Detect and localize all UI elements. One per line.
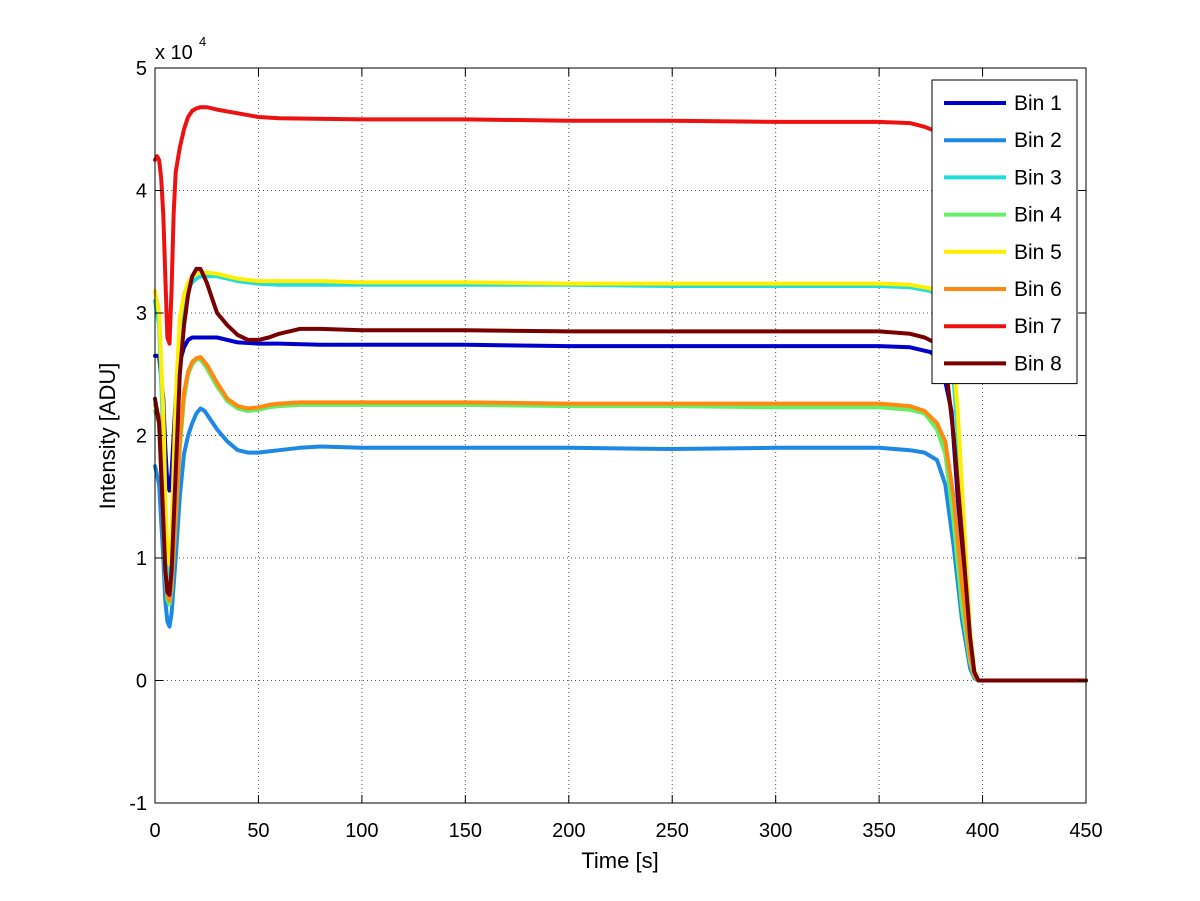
x-tick-label: 150: [449, 820, 482, 842]
legend-label: Bin 3: [1014, 166, 1062, 189]
y-axis-exponent-base: x 10: [155, 42, 193, 64]
x-axis-ticks: 0 50 100 150 200 250 300 350 400 450: [149, 68, 1103, 842]
legend-label: Bin 1: [1014, 92, 1062, 115]
x-tick-label: 400: [966, 820, 999, 842]
y-tick-label: 2: [136, 426, 147, 448]
x-tick-label: 100: [345, 820, 378, 842]
x-tick-label: 350: [862, 820, 895, 842]
series-line-bin-7: [153, 105, 956, 346]
legend-label: Bin 6: [1014, 278, 1062, 301]
legend-label: Bin 8: [1014, 352, 1062, 375]
y-tick-label: 5: [136, 58, 147, 80]
legend-label: Bin 4: [1014, 204, 1062, 227]
series-line-bin-8: [153, 266, 1088, 683]
series-line-bin-2: [153, 406, 1088, 683]
y-axis-exponent-power: 4: [199, 34, 206, 49]
y-axis-ticks: -1 0 1 2 3 4 5: [129, 58, 1086, 815]
series-line-bin-5: [153, 270, 1088, 683]
legend-label: Bin 5: [1014, 241, 1062, 264]
y-tick-label: -1: [129, 793, 147, 815]
series-group: [153, 105, 1088, 683]
plot-background: [155, 68, 1086, 803]
x-tick-label: 200: [552, 820, 585, 842]
y-tick-label: 4: [136, 181, 147, 203]
x-axis-label: Time [s]: [581, 848, 658, 873]
x-tick-label: 50: [247, 820, 269, 842]
x-tick-label: 250: [656, 820, 689, 842]
y-axis-label: Intensity [ADU]: [95, 363, 120, 510]
x-tick-label: 450: [1069, 820, 1102, 842]
legend: Bin 1 Bin 2 Bin 3 Bin 4 Bin 5 Bin 6 Bin 7 Bin 8: [931, 79, 1078, 385]
legend-box: [931, 79, 1078, 385]
y-tick-label: 3: [136, 303, 147, 325]
x-tick-label: 0: [149, 820, 160, 842]
y-tick-label: 0: [136, 671, 147, 693]
legend-label: Bin 7: [1014, 315, 1062, 338]
y-tick-label: 1: [136, 548, 147, 570]
x-tick-label: 300: [759, 820, 792, 842]
legend-label: Bin 2: [1014, 129, 1062, 152]
